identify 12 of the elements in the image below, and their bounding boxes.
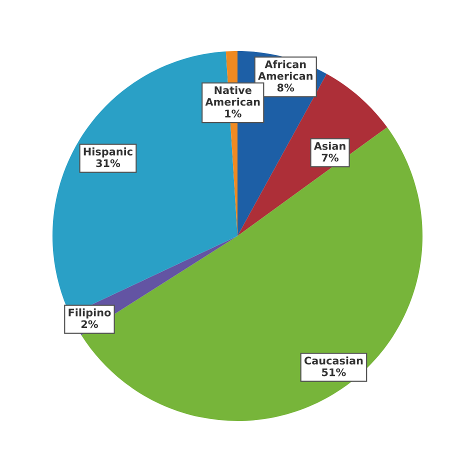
data-label: 8% — [277, 84, 294, 92]
slice-label: Native American — [205, 86, 260, 106]
slice-label: Filipino — [68, 308, 111, 318]
slice-label: Caucasian — [304, 356, 363, 365]
data-label: 31% — [96, 159, 120, 168]
slice-label: Asian — [314, 142, 346, 150]
slice-label: African American — [258, 60, 312, 80]
slice-label: Hispanic — [84, 147, 132, 158]
data-label: 7% — [322, 154, 339, 162]
data-label: 51% — [322, 368, 346, 376]
data-label: 2% — [81, 320, 98, 328]
data-label: 1% — [225, 110, 242, 118]
